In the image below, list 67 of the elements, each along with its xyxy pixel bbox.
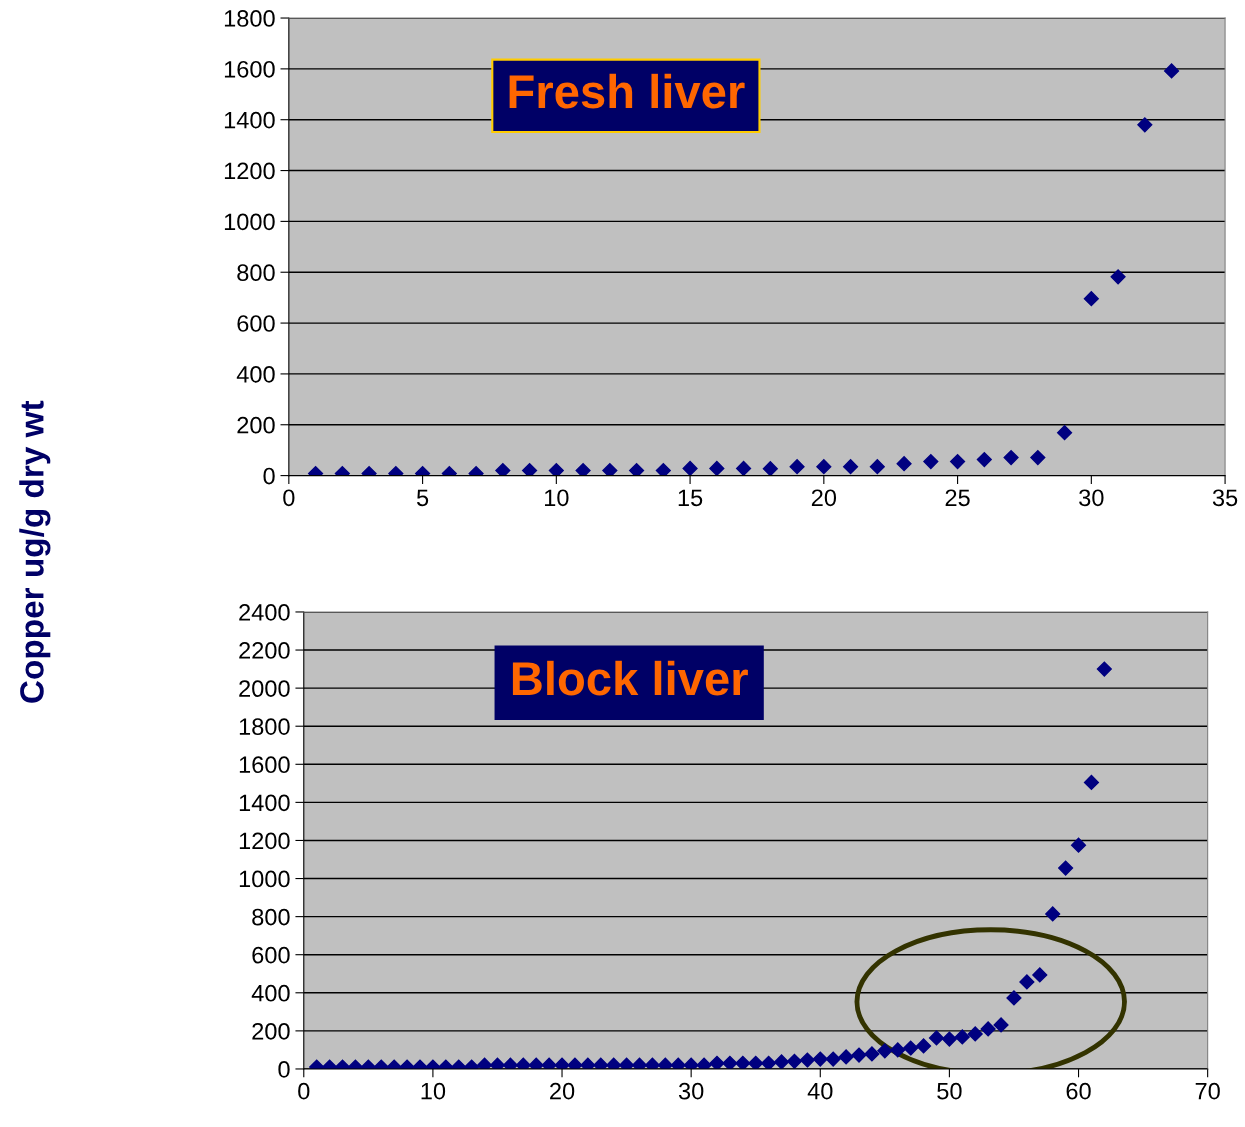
- point: [1003, 449, 1019, 466]
- x-tick-label: 15: [678, 489, 703, 507]
- x-tick-label: 10: [545, 489, 569, 507]
- y-tick-label: 1800: [239, 718, 290, 735]
- point: [950, 454, 966, 470]
- y-tick-label: 1400: [224, 111, 275, 129]
- y-tick-label: 400: [251, 984, 290, 1002]
- y-tick-label: 1800: [224, 10, 275, 27]
- point: [548, 462, 564, 476]
- x-tick-label: 50: [937, 1082, 962, 1100]
- point: [789, 459, 805, 475]
- y-tick-label: 1200: [224, 162, 275, 180]
- x-tick-label: 60: [1066, 1082, 1091, 1100]
- y-tick-label: 200: [252, 1022, 290, 1040]
- x-tick-label: 5: [416, 489, 429, 507]
- y-axis-title: Copper ug/g dry wt: [19, 400, 51, 703]
- y-tick-label: 2000: [239, 680, 290, 697]
- y-tick-label: 1600: [239, 756, 290, 774]
- point: [736, 460, 752, 476]
- point: [1057, 425, 1073, 441]
- y-tick-label: 400: [236, 365, 275, 383]
- point: [522, 462, 538, 476]
- y-tick-label: 800: [252, 908, 290, 926]
- y-tick-label: 200: [237, 416, 275, 434]
- x-tick-label: 40: [807, 1082, 833, 1100]
- text: Block liver: [512, 660, 748, 696]
- point: [869, 459, 885, 475]
- y-tick-label: 1000: [239, 870, 290, 888]
- y-tick-label: 600: [252, 946, 290, 964]
- y-tick-label: 800: [237, 264, 275, 282]
- x-tick-label: 35: [1212, 489, 1238, 507]
- point: [976, 452, 992, 468]
- point: [896, 456, 912, 472]
- x-tick-label: 0: [298, 1082, 310, 1100]
- y-tick-label: 1600: [224, 60, 275, 78]
- point: [1030, 449, 1046, 466]
- text: Fresh liver: [509, 73, 745, 109]
- y-tick-label: 0: [278, 1061, 290, 1078]
- x-tick-label: 70: [1195, 1082, 1220, 1100]
- y-tick-label: 2400: [239, 604, 290, 621]
- point: [816, 459, 832, 475]
- y-tick-label: 1200: [239, 832, 290, 850]
- point: [655, 462, 671, 476]
- y-tick-label: 600: [237, 315, 275, 332]
- x-tick-label: 10: [421, 1082, 446, 1100]
- point: [709, 460, 725, 476]
- point: [575, 462, 591, 476]
- point: [1083, 291, 1099, 307]
- y-tick-label: 2200: [239, 642, 290, 659]
- x-tick-label: 30: [1079, 489, 1104, 507]
- point: [602, 462, 618, 476]
- x-tick-label: 30: [678, 1082, 704, 1100]
- point: [495, 462, 511, 476]
- point: [1164, 63, 1180, 79]
- point: [843, 459, 859, 475]
- x-tick-label: 25: [945, 489, 970, 507]
- y-tick-label: 1400: [239, 794, 290, 812]
- point: [629, 462, 645, 476]
- x-tick-label: 20: [811, 489, 837, 507]
- x-tick-label: 20: [550, 1082, 575, 1100]
- y-tick-label: 1000: [224, 213, 275, 231]
- point: [762, 461, 778, 476]
- point: [1110, 269, 1126, 285]
- y-tick-label: 0: [263, 467, 275, 485]
- point: [923, 454, 939, 470]
- point: [1137, 117, 1153, 133]
- point: [682, 460, 698, 476]
